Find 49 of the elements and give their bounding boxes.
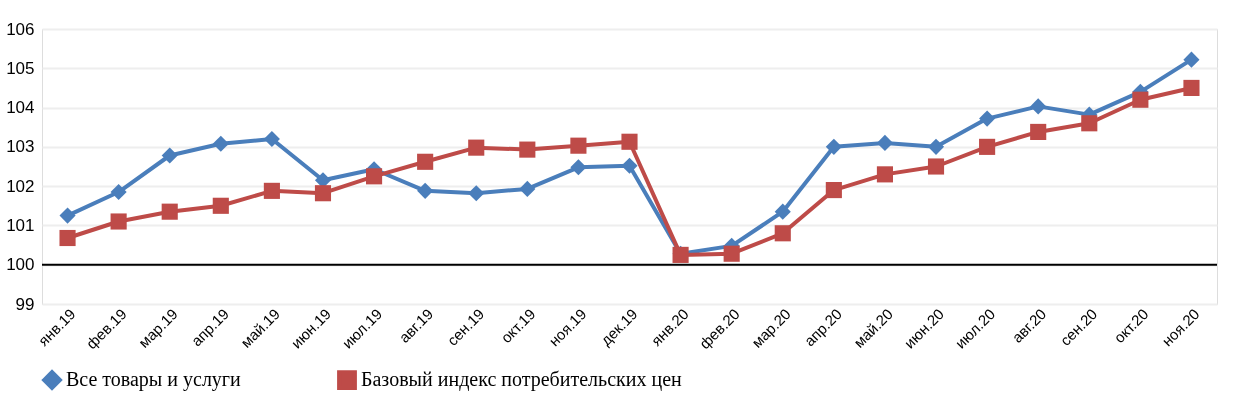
- point: [1183, 51, 1200, 68]
- point: [263, 130, 280, 148]
- point: [212, 197, 229, 214]
- y-tick-label: 104: [6, 98, 35, 118]
- point: [1030, 98, 1047, 115]
- point: [1030, 123, 1047, 140]
- y-tick-label: 99: [15, 294, 35, 314]
- y-tick-label: 102: [6, 176, 35, 196]
- point: [161, 203, 178, 220]
- point: [468, 185, 485, 202]
- y-tick-label: 105: [6, 58, 35, 78]
- legend-label: Базовый индекс потребительских цен: [361, 368, 683, 392]
- point: [417, 182, 434, 199]
- point: [314, 185, 332, 202]
- point: [979, 138, 996, 155]
- point: [263, 182, 280, 199]
- point: [825, 138, 842, 155]
- point: [110, 183, 127, 201]
- point: [723, 245, 740, 262]
- point: [825, 182, 842, 199]
- point: [570, 137, 587, 154]
- point: [570, 159, 587, 176]
- point: [927, 158, 945, 175]
- point: [110, 213, 127, 230]
- point: [519, 141, 536, 158]
- point: [366, 168, 383, 185]
- point: [774, 225, 791, 242]
- point: [417, 153, 434, 170]
- point: [161, 147, 178, 164]
- legend-label: Все товары и услуги: [66, 368, 242, 392]
- point: [1081, 115, 1098, 132]
- point: [59, 229, 76, 247]
- point: [1183, 79, 1200, 96]
- point: [621, 133, 638, 150]
- point: [979, 110, 996, 127]
- point: [519, 180, 536, 197]
- y-tick-label: 100: [6, 255, 35, 275]
- point: [468, 139, 485, 156]
- y-tick-label: 106: [6, 19, 35, 39]
- point: [59, 207, 76, 224]
- point: [212, 135, 229, 152]
- point: [621, 157, 638, 174]
- y-tick-label: 103: [6, 137, 35, 157]
- point: [927, 138, 945, 155]
- point: [876, 134, 893, 151]
- y-tick-label: 101: [6, 215, 35, 235]
- point: [1132, 91, 1149, 108]
- point: [876, 166, 893, 183]
- point: [774, 203, 791, 220]
